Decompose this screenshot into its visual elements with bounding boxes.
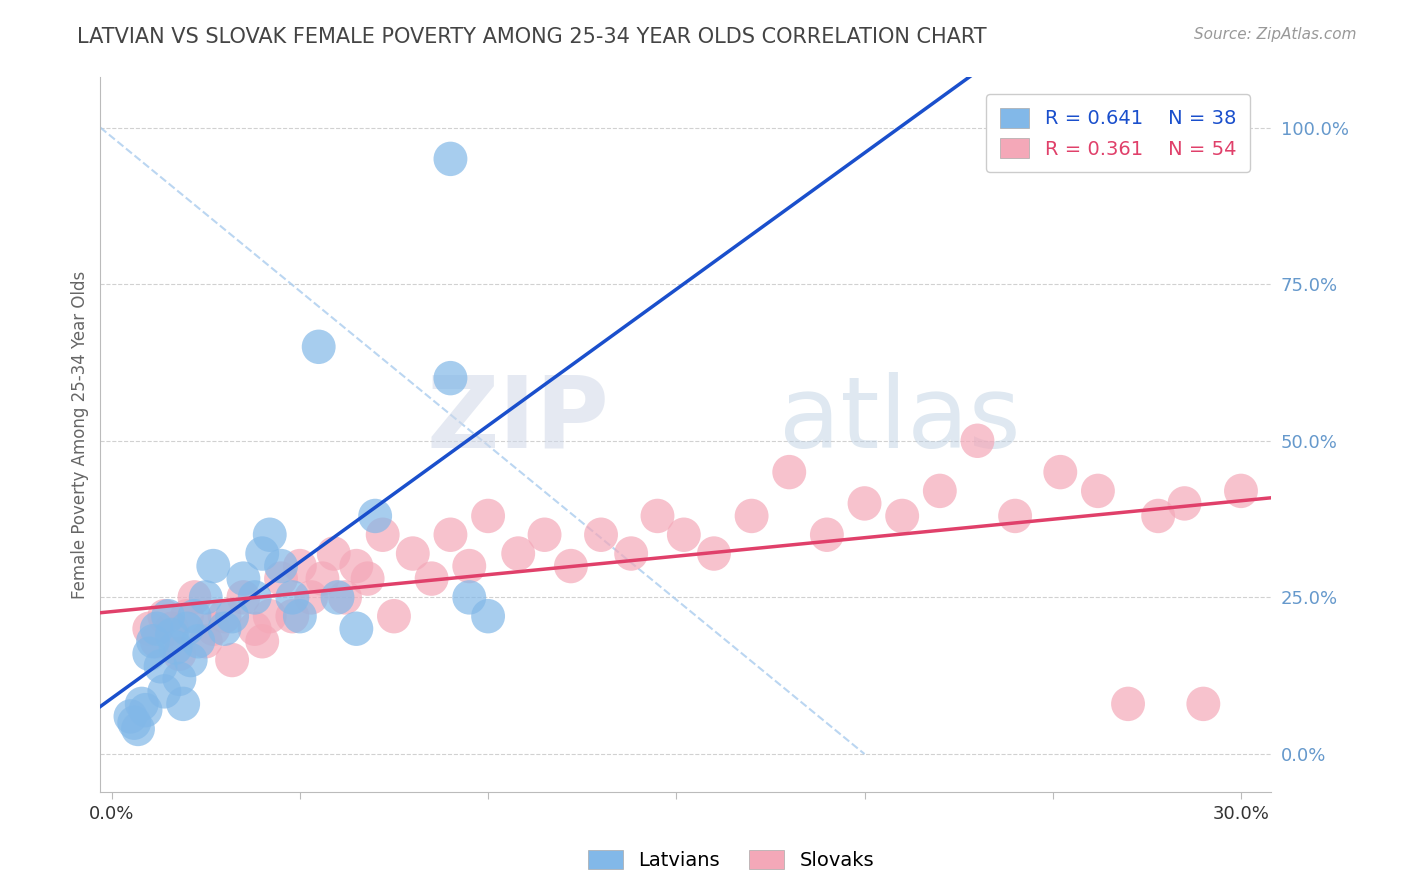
Ellipse shape [396, 536, 430, 571]
Ellipse shape [350, 561, 385, 596]
Ellipse shape [139, 624, 174, 658]
Ellipse shape [415, 561, 449, 596]
Ellipse shape [238, 580, 271, 615]
Ellipse shape [1142, 499, 1175, 533]
Ellipse shape [188, 580, 222, 615]
Ellipse shape [174, 643, 208, 677]
Ellipse shape [339, 549, 373, 583]
Ellipse shape [527, 517, 561, 552]
Ellipse shape [276, 580, 309, 615]
Ellipse shape [433, 517, 467, 552]
Ellipse shape [283, 599, 316, 633]
Legend: Latvians, Slovaks: Latvians, Slovaks [581, 842, 882, 878]
Ellipse shape [433, 142, 467, 176]
Ellipse shape [305, 561, 339, 596]
Ellipse shape [1225, 474, 1258, 508]
Ellipse shape [922, 474, 956, 508]
Ellipse shape [810, 517, 844, 552]
Ellipse shape [697, 536, 731, 571]
Ellipse shape [998, 499, 1032, 533]
Ellipse shape [177, 599, 211, 633]
Ellipse shape [170, 599, 204, 633]
Ellipse shape [666, 517, 700, 552]
Text: Source: ZipAtlas.com: Source: ZipAtlas.com [1194, 27, 1357, 42]
Ellipse shape [433, 361, 467, 395]
Text: ZIP: ZIP [427, 372, 610, 468]
Ellipse shape [181, 624, 215, 658]
Ellipse shape [215, 643, 249, 677]
Text: LATVIAN VS SLOVAK FEMALE POVERTY AMONG 25-34 YEAR OLDS CORRELATION CHART: LATVIAN VS SLOVAK FEMALE POVERTY AMONG 2… [77, 27, 987, 46]
Ellipse shape [143, 649, 177, 683]
Ellipse shape [155, 612, 188, 646]
Ellipse shape [114, 699, 148, 733]
Ellipse shape [128, 693, 163, 727]
Ellipse shape [264, 561, 298, 596]
Ellipse shape [197, 549, 231, 583]
Ellipse shape [253, 517, 287, 552]
Ellipse shape [641, 499, 675, 533]
Ellipse shape [238, 612, 271, 646]
Ellipse shape [152, 599, 186, 633]
Ellipse shape [264, 549, 298, 583]
Ellipse shape [132, 612, 166, 646]
Text: atlas: atlas [779, 372, 1021, 468]
Ellipse shape [117, 706, 152, 739]
Ellipse shape [502, 536, 536, 571]
Ellipse shape [359, 499, 392, 533]
Ellipse shape [339, 612, 373, 646]
Ellipse shape [453, 549, 486, 583]
Ellipse shape [1187, 687, 1220, 721]
Ellipse shape [886, 499, 920, 533]
Ellipse shape [453, 580, 486, 615]
Ellipse shape [139, 612, 174, 646]
Ellipse shape [471, 599, 505, 633]
Ellipse shape [1081, 474, 1115, 508]
Ellipse shape [166, 687, 200, 721]
Ellipse shape [136, 624, 170, 658]
Ellipse shape [245, 624, 280, 658]
Ellipse shape [155, 618, 188, 652]
Ellipse shape [316, 536, 350, 571]
Ellipse shape [554, 549, 588, 583]
Ellipse shape [614, 536, 648, 571]
Ellipse shape [1043, 455, 1077, 490]
Ellipse shape [1111, 687, 1144, 721]
Ellipse shape [772, 455, 806, 490]
Ellipse shape [1167, 486, 1202, 521]
Ellipse shape [848, 486, 882, 521]
Ellipse shape [226, 561, 260, 596]
Ellipse shape [735, 499, 769, 533]
Y-axis label: Female Poverty Among 25-34 Year Olds: Female Poverty Among 25-34 Year Olds [72, 270, 89, 599]
Ellipse shape [159, 631, 193, 665]
Ellipse shape [208, 612, 242, 646]
Ellipse shape [294, 580, 328, 615]
Ellipse shape [121, 712, 155, 747]
Ellipse shape [328, 580, 361, 615]
Ellipse shape [245, 536, 280, 571]
Ellipse shape [208, 599, 242, 633]
Ellipse shape [132, 637, 166, 671]
Ellipse shape [177, 580, 211, 615]
Ellipse shape [583, 517, 619, 552]
Ellipse shape [960, 424, 994, 458]
Ellipse shape [283, 549, 316, 583]
Ellipse shape [188, 624, 222, 658]
Ellipse shape [163, 637, 197, 671]
Ellipse shape [148, 674, 181, 708]
Ellipse shape [253, 599, 287, 633]
Ellipse shape [170, 612, 204, 646]
Ellipse shape [471, 499, 505, 533]
Ellipse shape [302, 329, 336, 364]
Ellipse shape [226, 580, 260, 615]
Ellipse shape [377, 599, 411, 633]
Legend: R = 0.641    N = 38, R = 0.361    N = 54: R = 0.641 N = 38, R = 0.361 N = 54 [986, 95, 1250, 172]
Ellipse shape [366, 517, 399, 552]
Ellipse shape [276, 599, 309, 633]
Ellipse shape [163, 662, 197, 696]
Ellipse shape [148, 599, 181, 633]
Ellipse shape [197, 612, 231, 646]
Ellipse shape [321, 580, 354, 615]
Ellipse shape [125, 687, 159, 721]
Ellipse shape [215, 599, 249, 633]
